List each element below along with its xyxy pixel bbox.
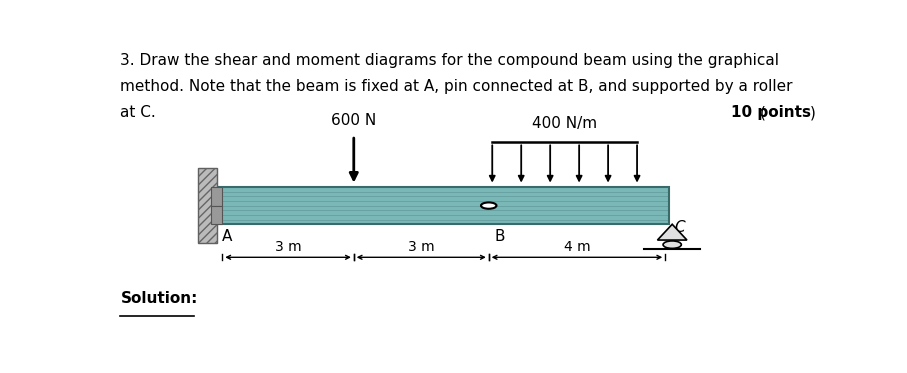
Text: Solution:: Solution: — [121, 291, 198, 306]
Text: 600 N: 600 N — [331, 113, 376, 128]
Bar — [198, 168, 217, 243]
Bar — [198, 168, 217, 243]
Bar — [211, 206, 222, 224]
Text: B: B — [494, 229, 505, 244]
Text: 3. Draw the shear and moment diagrams for the compound beam using the graphical: 3. Draw the shear and moment diagrams fo… — [121, 53, 779, 68]
Polygon shape — [658, 224, 687, 240]
Text: A: A — [222, 229, 233, 244]
Text: (: ( — [760, 105, 766, 120]
Text: at C.: at C. — [121, 105, 156, 120]
Text: 400 N/m: 400 N/m — [532, 116, 597, 131]
Circle shape — [481, 203, 496, 209]
Text: 4 m: 4 m — [563, 241, 590, 254]
Text: 10 points: 10 points — [731, 105, 812, 120]
Bar — [219, 187, 668, 224]
Text: 3 m: 3 m — [275, 241, 301, 254]
Text: method. Note that the beam is fixed at A, pin connected at B, and supported by a: method. Note that the beam is fixed at A… — [121, 79, 793, 94]
Text: C: C — [674, 220, 685, 235]
Text: ): ) — [810, 105, 815, 120]
Circle shape — [663, 241, 681, 248]
Text: 3 m: 3 m — [408, 241, 434, 254]
Bar — [211, 187, 222, 206]
